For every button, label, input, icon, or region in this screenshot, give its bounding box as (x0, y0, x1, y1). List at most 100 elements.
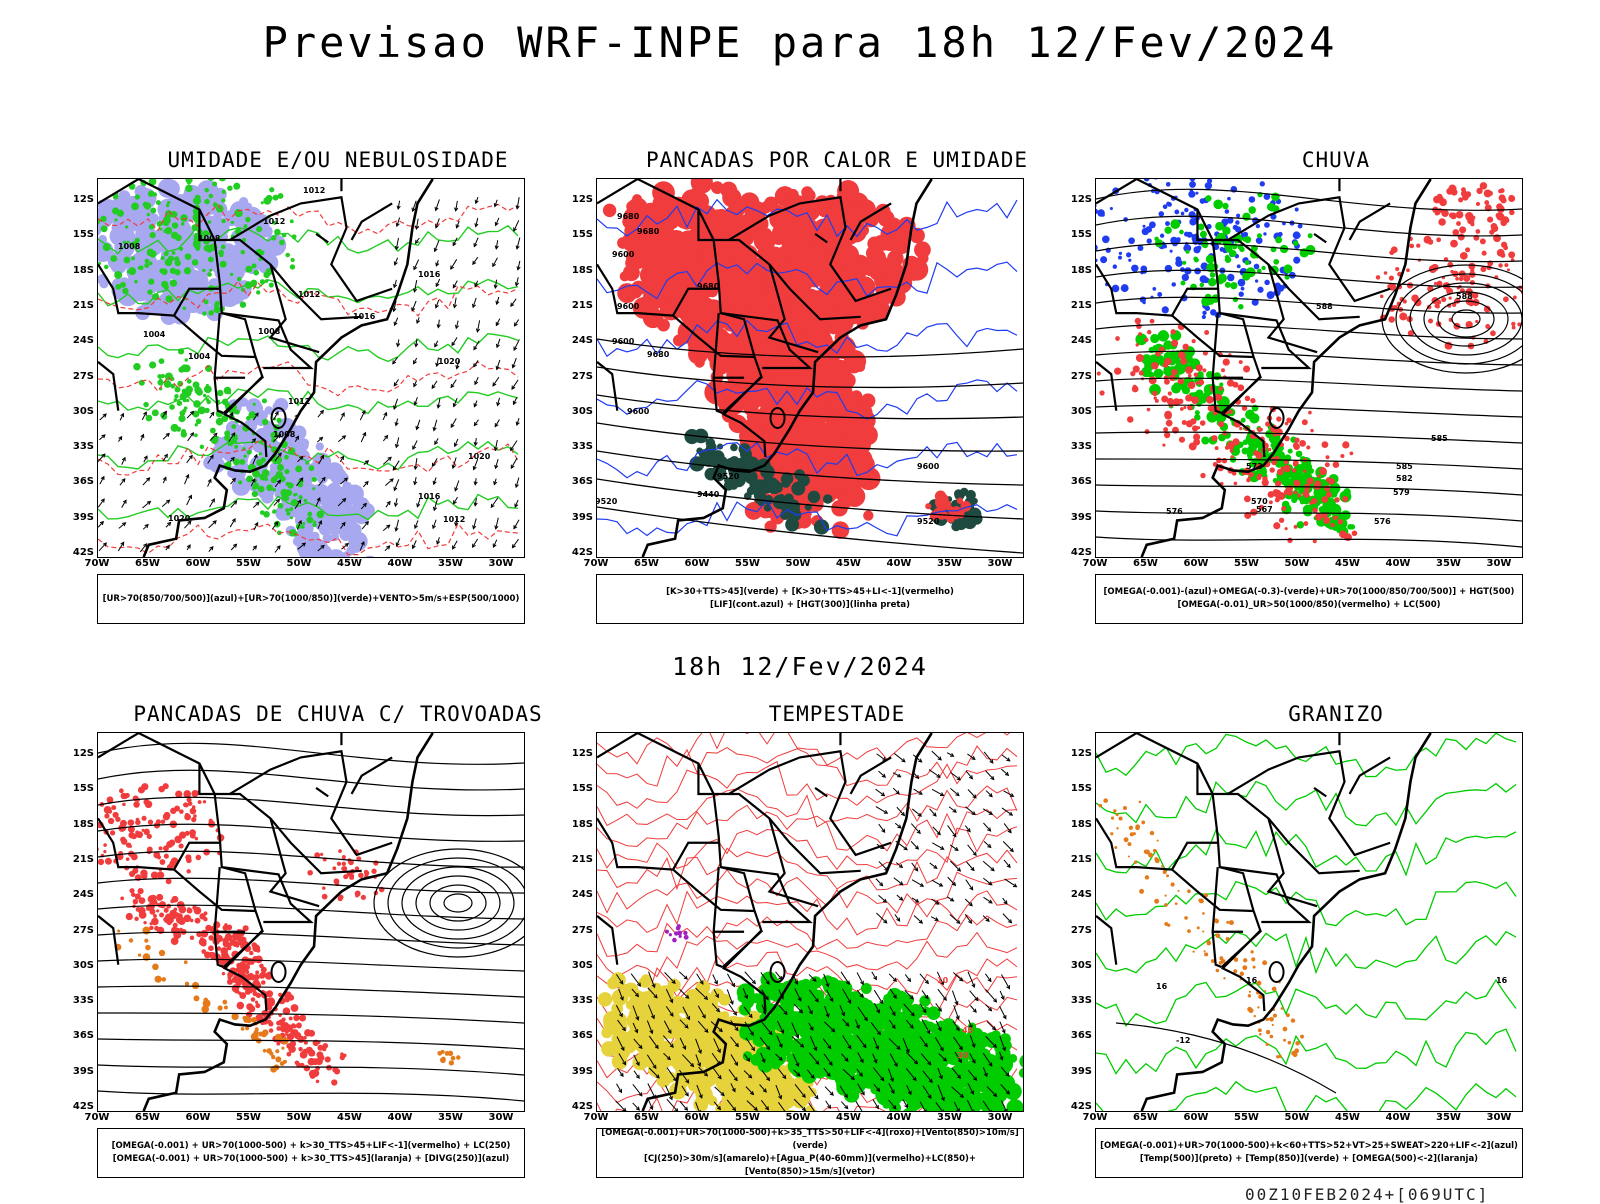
storm-red-nw-mark (104, 806, 112, 814)
omega-rh-red-mark (1269, 500, 1273, 504)
instability-area-north-mark (727, 270, 740, 283)
k-tts-area-mark (772, 486, 780, 494)
omega-strong-band-mark (1158, 330, 1169, 341)
rh-low-levels-mark (112, 207, 119, 214)
latitude-label: 21S (66, 854, 94, 865)
omega-rh-red-mark (1168, 391, 1172, 395)
instability-area-mark (757, 333, 778, 354)
storm-red-nw-mark (189, 829, 196, 836)
legend-line: [LIF](cont.azul) + [HGT(300)](linha pret… (597, 599, 1023, 612)
omega-rh-red-mark (1313, 508, 1317, 512)
rh-low-levels-band-mark (284, 455, 289, 460)
instability-area-mark (631, 281, 646, 296)
omega-rh-red-mark (1310, 429, 1313, 432)
storm-orange-east-mark (451, 1056, 456, 1061)
rh-low-levels-band-mark (295, 465, 302, 472)
omega-rh-red-mark (1221, 368, 1225, 372)
storm-red-band-mark (149, 909, 155, 915)
instability-area-north-mark (853, 204, 871, 222)
omega-rh-east-mark (1436, 237, 1441, 242)
rh-low-levels-band-mark (176, 427, 181, 432)
instability-area-north-mark (825, 195, 837, 207)
omega-rh-red-mark (1297, 482, 1301, 486)
storm-red-nw-mark (136, 818, 140, 822)
omega-rh-ne-mark (1462, 194, 1469, 201)
omega-ascent-mark (1174, 209, 1179, 214)
omega-strong-mark (1261, 266, 1265, 270)
storm-red-band-mark (174, 928, 181, 935)
rh-low-levels-mark (185, 185, 192, 192)
omega-strong-band-mark (1297, 521, 1304, 528)
rh-low-levels-mark (256, 290, 260, 294)
storm-red-band-mark (249, 1006, 256, 1013)
omega-rh-east-mark (1503, 245, 1508, 250)
contour-label: 588 (1456, 292, 1473, 301)
latitude-label: 33S (66, 441, 94, 452)
rh-low-levels-band-mark (183, 365, 191, 373)
rh-low-levels-mark (231, 221, 234, 224)
omega-ascent-mark (1128, 237, 1135, 244)
latitude-label: 12S (66, 194, 94, 205)
latitude-label: 39S (66, 512, 94, 523)
rh-low-levels-band-mark (133, 363, 140, 370)
rh-low-levels-band-mark (169, 404, 175, 410)
storm-red-band-mark (133, 899, 139, 905)
rh-low-levels-band-mark (284, 469, 289, 474)
omega-ascent-mark (1166, 202, 1170, 206)
rh-low-levels-mark (175, 234, 182, 241)
storm-red-nw-mark (121, 793, 127, 799)
rh-low-levels-band-mark (217, 390, 224, 397)
rh-low-levels-band-mark (313, 521, 316, 524)
storm-red-nw-mark (163, 783, 169, 789)
instability-area-mark (716, 333, 737, 354)
rh-low-levels-band-mark (203, 394, 207, 398)
omega-ascent-mark (1293, 257, 1300, 264)
streamline (98, 797, 524, 815)
jet-core-yellow-mark (635, 1011, 649, 1025)
omega-rh-ne-mark (1450, 213, 1457, 220)
storm-red-band-mark (222, 972, 225, 975)
contour-label: 1020 (438, 357, 461, 366)
omega-rh-ne-mark (1488, 191, 1493, 196)
instability-area-mark (827, 359, 851, 383)
legend-box: [K>30+TTS>45](verde) + [K>30+TTS>45+LI<-… (596, 574, 1024, 624)
storm-red-band-mark (136, 907, 141, 912)
wind-field (393, 197, 520, 549)
omega-rh-red-mark (1164, 432, 1170, 438)
rh-low-levels-mark (204, 188, 209, 193)
rh-low-levels-mark (147, 213, 150, 216)
omega-rh-ne-mark (1449, 184, 1457, 192)
storm-red-nw-mark (191, 817, 196, 822)
legend-box: [UR>70(850/700/500)](azul)+[UR>70(1000/8… (97, 574, 525, 624)
storm-red-nw-mark (179, 809, 184, 814)
storm-orange-mark (161, 977, 166, 982)
longitude-label: 35W (431, 558, 471, 569)
contour-label: 9600 (617, 302, 640, 311)
omega-ascent-mark (1118, 256, 1122, 260)
latitude-label: 36S (1064, 476, 1092, 487)
latitude-label: 33S (565, 441, 593, 452)
rh-low-levels-band-mark (231, 424, 236, 429)
k-tts-area-mark (700, 452, 711, 463)
storm-red-nw-mark (163, 813, 170, 820)
rh-low-levels-band-mark (304, 499, 308, 503)
omega-rh-red-mark (1222, 431, 1227, 436)
omega-strong-band-mark (1350, 524, 1355, 529)
storm-red-band-mark (283, 1022, 289, 1028)
omega-rh-east-mark (1450, 240, 1458, 248)
rh-low-levels-band-mark (226, 461, 232, 467)
omega-strong-mark (1198, 224, 1205, 231)
omega-rh-red-mark (1216, 457, 1222, 463)
longitude-label: 70W (77, 558, 117, 569)
omega-rh-red-mark (1338, 519, 1344, 525)
rh-low-levels-mark (135, 194, 140, 199)
omega-rh-east-mark (1409, 244, 1414, 249)
storm-orange-mark (275, 1049, 279, 1053)
omega-strong-mark (1271, 192, 1280, 201)
omega-ascent-mark (1278, 232, 1283, 237)
omega-rh-red-mark (1311, 498, 1317, 504)
omega-rh-ne-mark (1500, 188, 1505, 193)
longitude-label: 40W (1378, 558, 1418, 569)
legend-box: [OMEGA(-0.001) + UR>70(1000-500) + k>30_… (97, 1128, 525, 1178)
omega-rh-ne-mark (1438, 218, 1446, 226)
